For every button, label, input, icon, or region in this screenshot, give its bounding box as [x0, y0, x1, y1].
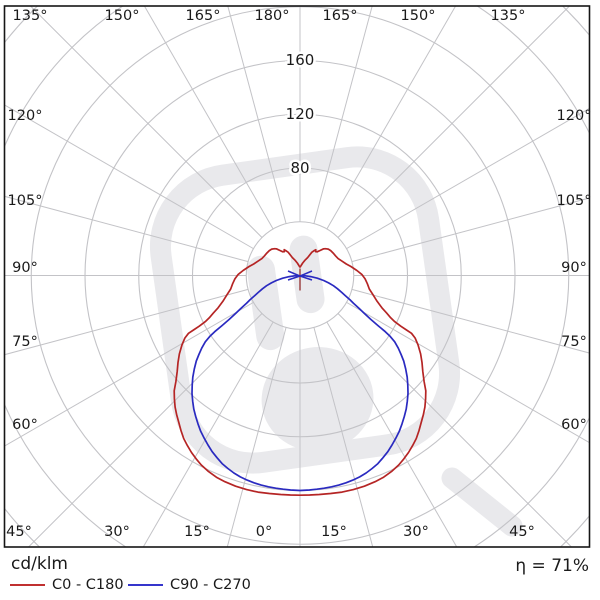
polar-grid-spoke — [226, 327, 287, 547]
polar-grid-spoke — [142, 321, 274, 547]
angle-label: 135° — [491, 8, 526, 24]
polar-grid-spoke — [29, 6, 263, 238]
angle-label: 120° — [557, 108, 592, 124]
angle-label: 30° — [104, 524, 130, 540]
polar-grid-spoke — [337, 313, 573, 547]
curve-c0-c180 — [173, 247, 427, 497]
efficiency-value: η = 71% — [515, 556, 589, 576]
angle-label: 120° — [8, 108, 43, 124]
angle-label: 15° — [321, 524, 347, 540]
polar-grid-spoke — [346, 301, 590, 444]
legend: C0 - C180 C90 - C270 — [10, 576, 590, 594]
polar-grid-spoke — [337, 6, 571, 238]
polar-grid-spoke — [4, 195, 249, 263]
watermark-frame — [149, 146, 461, 474]
angle-label: 60° — [561, 417, 587, 433]
watermark-shape — [289, 235, 325, 314]
angle-label: 90° — [561, 260, 587, 276]
angle-label: 165° — [323, 8, 358, 24]
polar-grid-spoke — [326, 6, 457, 230]
curve-c90-c270 — [191, 274, 409, 492]
angle-label: 0° — [256, 524, 272, 540]
angle-label: 105° — [557, 193, 592, 209]
radial-unit-label: cd/klm — [11, 554, 68, 574]
legend-item-c0-c180: C0 - C180 — [10, 576, 124, 594]
angle-label: 135° — [13, 8, 48, 24]
legend-label-c90-c270: C90 - C270 — [170, 577, 251, 593]
angle-label: 105° — [8, 193, 43, 209]
polar-grid-spoke — [326, 321, 458, 547]
radial-tick-label: 160 — [286, 51, 315, 69]
angle-label: 150° — [401, 8, 436, 24]
legend-label-c0-c180: C0 - C180 — [52, 577, 124, 593]
angle-label: 90° — [12, 260, 38, 276]
angle-label: 180° — [255, 8, 290, 24]
angle-label: 75° — [561, 334, 587, 350]
polar-grid-spoke — [313, 6, 373, 224]
legend-item-c90-c270: C90 - C270 — [128, 576, 251, 594]
polar-grid-spoke — [351, 197, 590, 263]
angle-label: 30° — [403, 524, 429, 540]
angle-label: 45° — [509, 524, 535, 540]
polar-grid-spoke — [313, 327, 374, 547]
polar-grid-spoke — [4, 104, 254, 250]
watermark-shape — [246, 255, 285, 351]
angle-label: 45° — [6, 524, 32, 540]
plot-border — [3, 5, 591, 548]
angle-label: 150° — [105, 8, 140, 24]
polar-grid-spoke — [143, 6, 274, 230]
curve-arrow-marker — [287, 270, 313, 281]
watermark-shape — [441, 467, 523, 537]
polar-grid-spoke — [27, 313, 263, 547]
radial-tick-label: 120 — [286, 105, 315, 123]
polar-grid-spoke — [227, 6, 287, 224]
legend-line-red — [10, 584, 45, 586]
polar-grid-spoke — [346, 107, 590, 250]
polar-grid-spoke — [4, 301, 254, 447]
angle-label: 60° — [12, 417, 38, 433]
polar-grid-spoke — [4, 288, 249, 356]
angle-label: 75° — [12, 334, 38, 350]
legend-line-blue — [128, 584, 163, 586]
angle-label: 15° — [184, 524, 210, 540]
radial-tick-label: 80 — [290, 159, 309, 177]
angle-label: 165° — [186, 8, 221, 24]
polar-grid-spoke — [351, 288, 590, 354]
